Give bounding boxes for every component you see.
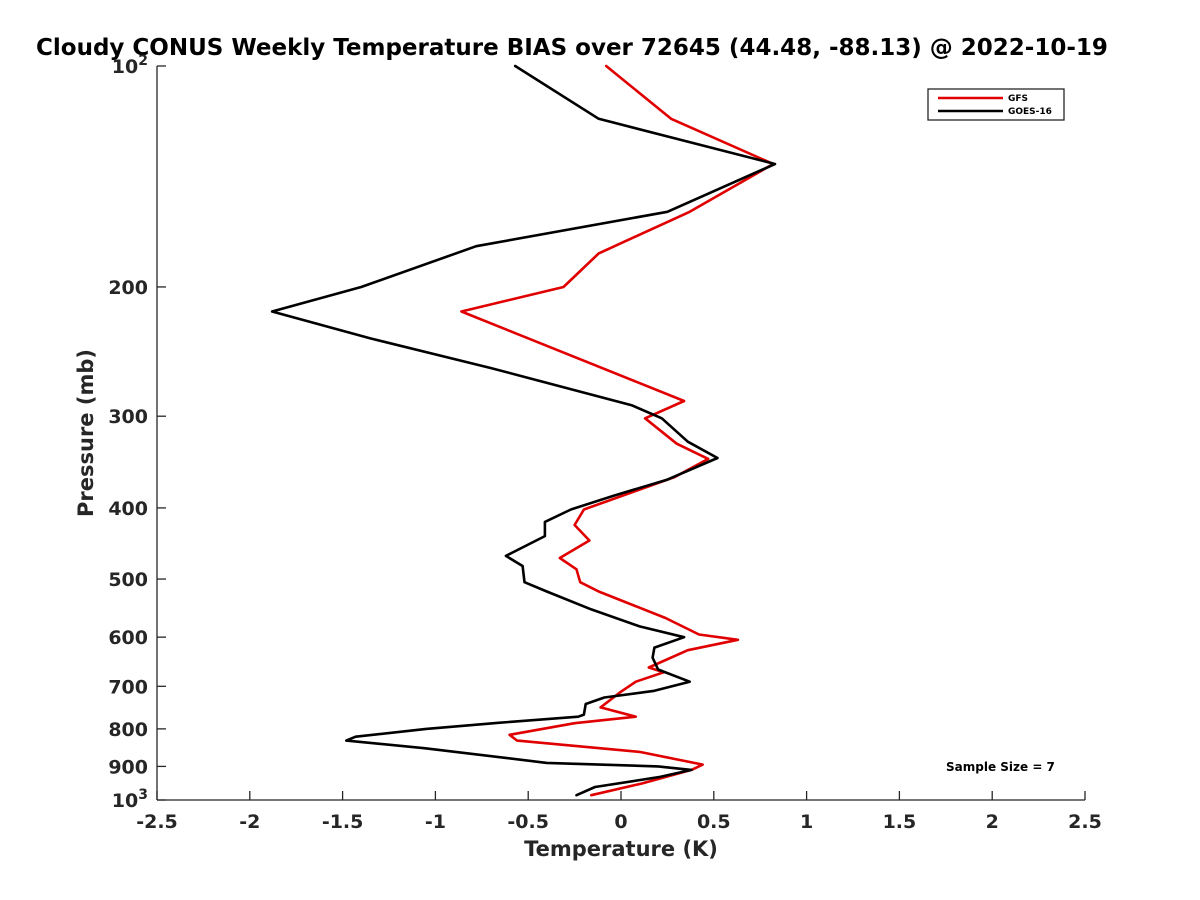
x-tick-label: -1.5 <box>322 811 364 833</box>
y-tick-label: 500 <box>108 569 148 591</box>
y-tick-label: 800 <box>108 719 148 741</box>
x-axis-label: Temperature (K) <box>524 837 718 861</box>
y-tick-label: 900 <box>108 756 148 778</box>
x-tick-label: 2 <box>986 811 999 833</box>
y-tick-exponent: 3 <box>138 787 148 803</box>
y-tick-base: 10 <box>112 56 138 78</box>
y-tick-base: 10 <box>112 790 138 812</box>
y-tick-label: 102 <box>112 53 148 78</box>
x-tick-label: 1 <box>800 811 813 833</box>
x-tick-label: -2.5 <box>136 811 178 833</box>
y-tick-label: 103 <box>112 787 148 812</box>
legend-box <box>927 88 1065 121</box>
y-tick-label: 200 <box>108 277 148 299</box>
x-axis-ticks: -2.5 -2 -1.5 -1 -0.5 0 0.5 1 1.5 2 2.5 <box>136 791 1102 833</box>
y-tick-label: 400 <box>108 498 148 520</box>
y-tick-label: 700 <box>108 676 148 698</box>
y-tick-label: 600 <box>108 627 148 649</box>
x-tick-label: 0.5 <box>697 811 731 833</box>
series-layer <box>270 64 777 797</box>
legend-label: GOES-16 <box>1008 107 1052 117</box>
x-tick-label: -2 <box>239 811 260 833</box>
x-tick-label: 2.5 <box>1068 811 1102 833</box>
x-tick-label: -0.5 <box>507 811 549 833</box>
x-tick-label: 0 <box>614 811 627 833</box>
legend: GFS GOES-16 <box>927 88 1065 121</box>
x-tick-label: 1.5 <box>883 811 917 833</box>
legend-label: GFS <box>1008 94 1028 104</box>
y-tick-exponent: 2 <box>138 53 148 69</box>
series-line-gfs <box>460 64 775 797</box>
y-axis-label: Pressure (mb) <box>74 349 98 517</box>
x-tick-label: -1 <box>425 811 446 833</box>
series-line-goes-16 <box>270 64 777 797</box>
y-tick-label: 300 <box>108 406 148 428</box>
sample-size-annotation: Sample Size = 7 <box>946 760 1055 774</box>
chart-title: Cloudy CONUS Weekly Temperature BIAS ove… <box>36 35 1108 61</box>
